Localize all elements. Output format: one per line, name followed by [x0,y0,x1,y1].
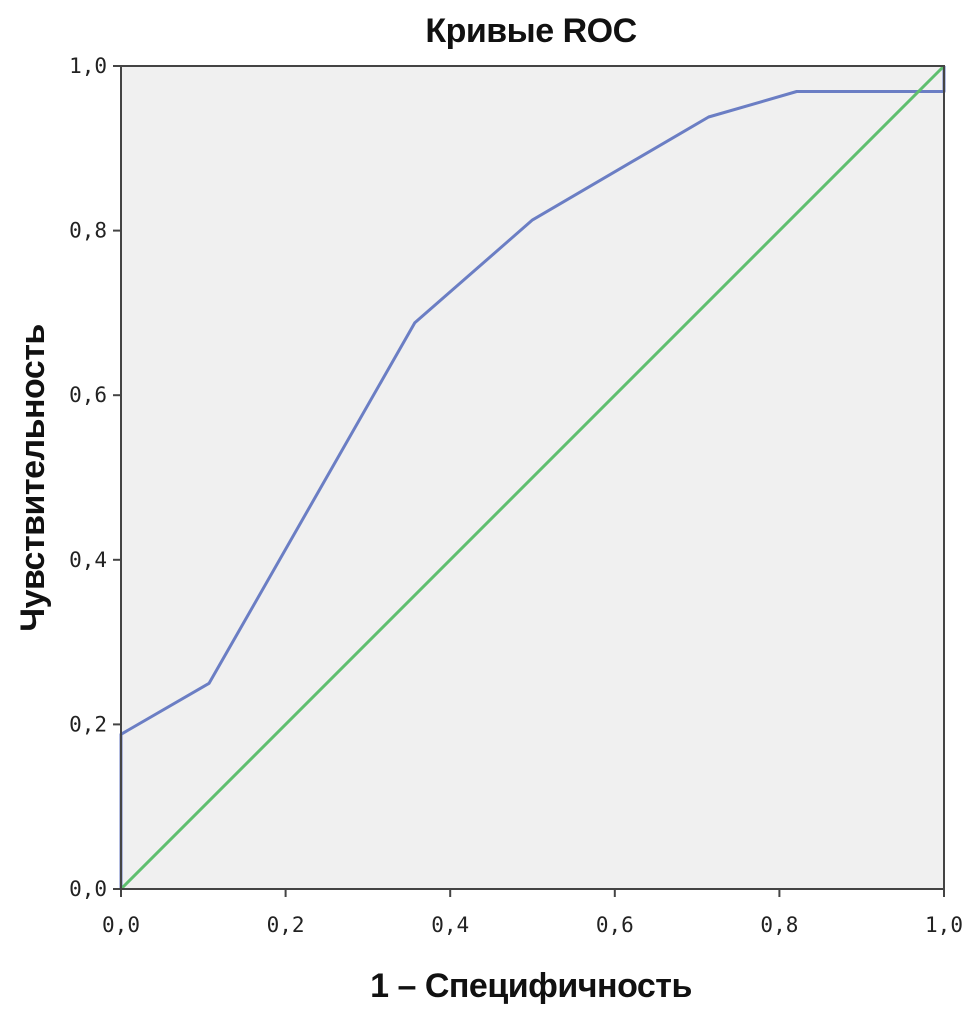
y-tick-label: 0,2 [69,712,107,736]
x-tick-label: 0,2 [267,913,305,937]
plot-frame [120,65,945,890]
y-tick-label: 0,0 [69,877,107,901]
chart-title: Кривые ROC [425,12,636,50]
y-axis-label: Чувствительность [14,324,52,632]
x-axis-label: 1 – Специфичность [370,967,692,1005]
y-tick-label: 1,0 [69,54,107,78]
x-tick-label: 0,4 [431,913,469,937]
series-layer [119,64,946,891]
y-tick-label: 0,4 [69,548,107,572]
axes-layer: 0,0 0,2 0,4 0,6 0,8 1,0 0,0 0,2 0,4 0,6 0,8 1,0 [69,54,963,937]
series-line-2 [119,64,946,891]
x-tick-label: 0,8 [760,913,798,937]
y-tick-label: 0,6 [69,383,107,407]
x-tick-label: 0,6 [596,913,634,937]
x-tick-label: 0,0 [102,913,140,937]
x-tick-label: 1,0 [925,913,963,937]
series-line-1 [119,66,946,889]
y-tick-label: 0,8 [69,219,107,243]
